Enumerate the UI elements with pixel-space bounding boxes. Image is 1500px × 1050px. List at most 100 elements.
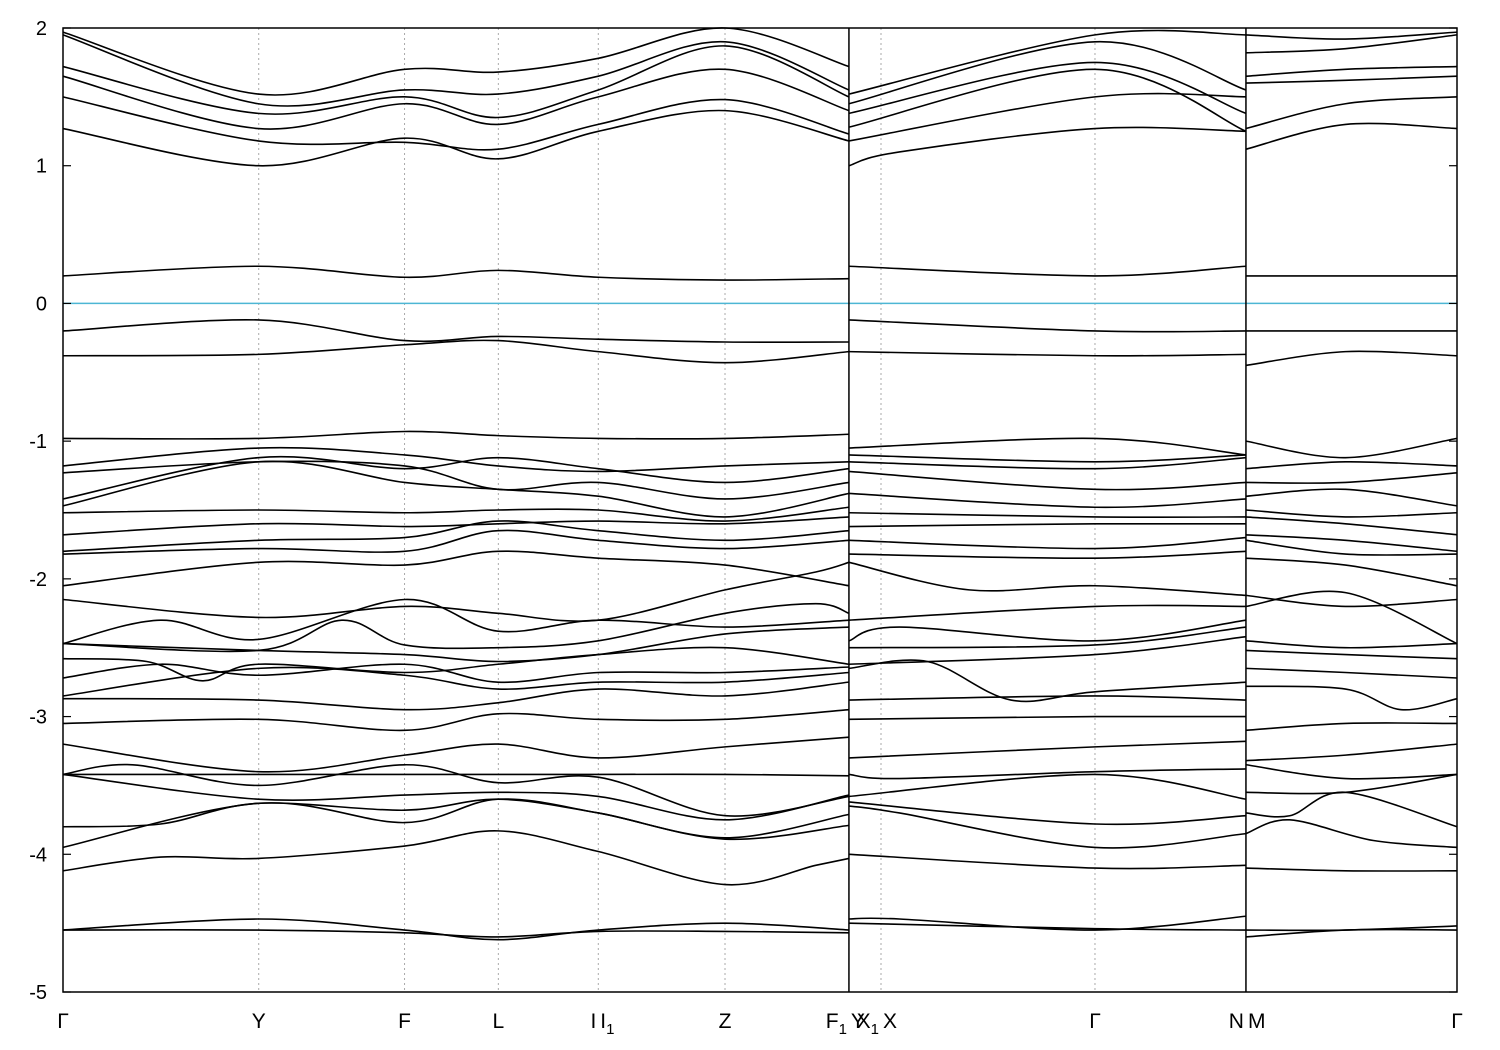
band-line bbox=[1245, 667, 1458, 679]
band-line bbox=[848, 922, 1246, 931]
band-line bbox=[848, 659, 1247, 703]
band-line bbox=[62, 773, 850, 821]
band-line bbox=[848, 470, 1246, 491]
y-tick-label: 1 bbox=[36, 156, 47, 178]
band-line bbox=[1245, 867, 1458, 872]
band-line bbox=[1245, 819, 1458, 849]
x-tick-subscript: 1 bbox=[871, 1021, 879, 1038]
band-line bbox=[848, 801, 1246, 826]
band-line bbox=[1245, 472, 1458, 484]
band-line bbox=[62, 460, 850, 500]
plot-frame bbox=[62, 27, 1458, 993]
band-line bbox=[62, 561, 850, 622]
band-line bbox=[1245, 460, 1458, 470]
band-line bbox=[62, 506, 850, 522]
x-tick-label: I1 bbox=[600, 1010, 614, 1038]
band-line bbox=[848, 522, 1246, 528]
band-line bbox=[62, 708, 850, 732]
band-line bbox=[62, 602, 850, 653]
band-line bbox=[62, 318, 849, 343]
band-line bbox=[848, 350, 1246, 357]
band-line bbox=[848, 61, 1247, 115]
band-line bbox=[62, 666, 850, 697]
band-line bbox=[1245, 590, 1458, 645]
band-line bbox=[62, 45, 850, 119]
band-line bbox=[848, 773, 1247, 800]
band-line bbox=[848, 68, 1247, 133]
band-line bbox=[848, 492, 1246, 509]
band-line bbox=[62, 34, 850, 107]
y-tick-label: -4 bbox=[29, 844, 47, 866]
band-line bbox=[62, 265, 849, 281]
band-line bbox=[1245, 65, 1458, 77]
x-tick-subscript: 1 bbox=[839, 1021, 847, 1038]
band-line bbox=[1245, 773, 1458, 795]
band-line bbox=[848, 29, 1246, 95]
y-tick-label: -1 bbox=[29, 431, 47, 453]
band-line bbox=[62, 798, 850, 839]
band-line bbox=[848, 561, 1247, 597]
band-line bbox=[1245, 34, 1458, 54]
y-tick-label: 2 bbox=[36, 18, 47, 40]
band-line bbox=[62, 96, 850, 151]
band-line bbox=[62, 446, 849, 473]
band-line bbox=[62, 663, 849, 684]
y-tick-label: -5 bbox=[29, 982, 47, 1004]
band-line bbox=[848, 92, 1246, 142]
y-tick-label: -3 bbox=[29, 707, 47, 729]
band-line bbox=[848, 715, 1246, 721]
band-line bbox=[63, 773, 849, 777]
y-tick-label: -2 bbox=[29, 569, 47, 591]
band-line bbox=[848, 456, 1247, 470]
band-line bbox=[848, 40, 1247, 105]
band-line bbox=[62, 646, 850, 682]
x-tick-label: I bbox=[590, 1010, 596, 1033]
x-tick-label: F bbox=[398, 1010, 411, 1033]
band-line bbox=[62, 550, 850, 587]
band-line bbox=[1245, 594, 1458, 608]
band-line bbox=[848, 853, 1246, 870]
band-line bbox=[848, 550, 1246, 560]
band-line bbox=[1245, 350, 1458, 367]
band-line bbox=[1245, 122, 1458, 150]
band-line bbox=[1245, 640, 1458, 649]
y-tick-label: 0 bbox=[36, 293, 47, 315]
y-axis-ticks: -5 -4 -3 -2 -1 0 1 2 bbox=[29, 18, 1457, 1004]
band-line bbox=[62, 516, 849, 536]
band-line bbox=[1245, 791, 1458, 828]
band-line bbox=[848, 437, 1247, 456]
band-line bbox=[848, 536, 1247, 550]
band-line bbox=[1245, 437, 1458, 459]
x-tick-label: Γ bbox=[1089, 1010, 1101, 1033]
band-line bbox=[848, 454, 1246, 463]
band-line bbox=[62, 27, 850, 96]
band-line bbox=[1245, 649, 1458, 660]
band-line bbox=[1245, 533, 1458, 553]
band-line bbox=[1245, 763, 1458, 780]
band-line bbox=[1245, 488, 1458, 507]
band-line bbox=[62, 109, 850, 167]
band-line bbox=[848, 635, 1247, 666]
x-tick-label: Γ bbox=[57, 1010, 69, 1033]
band-line bbox=[848, 695, 1246, 701]
band-line bbox=[848, 511, 1246, 518]
band-line bbox=[848, 768, 1246, 780]
x-axis-ticks: Γ ΓY F L I I1 Z F1 YX1 X Γ N M bbox=[57, 1010, 1463, 1038]
x-tick-label: M bbox=[1248, 1010, 1266, 1033]
band-line bbox=[1245, 509, 1458, 518]
band-line bbox=[1245, 557, 1458, 587]
band-line bbox=[62, 681, 850, 711]
band-lines bbox=[62, 27, 1458, 941]
band-line bbox=[848, 619, 1247, 642]
band-line bbox=[1245, 539, 1458, 556]
x-tick-label: X1 bbox=[857, 1010, 879, 1038]
band-line bbox=[848, 805, 1247, 849]
band-line bbox=[1245, 516, 1458, 536]
band-line bbox=[848, 740, 1246, 759]
band-line bbox=[848, 626, 1247, 649]
band-line bbox=[62, 830, 850, 886]
band-line bbox=[1245, 685, 1458, 711]
band-line bbox=[1245, 925, 1458, 932]
band-line bbox=[62, 929, 849, 938]
